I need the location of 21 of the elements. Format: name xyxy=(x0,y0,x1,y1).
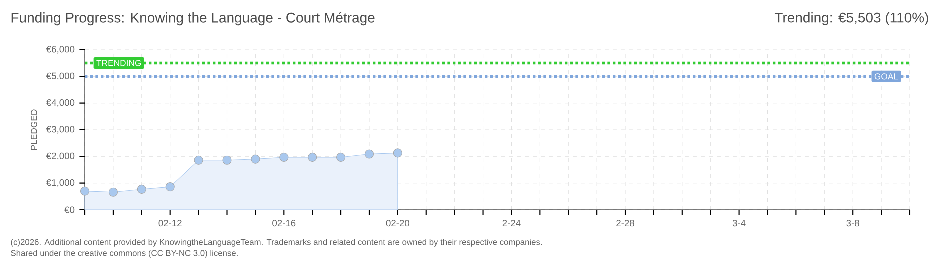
y-axis-title: PLEDGED xyxy=(31,110,38,150)
ref-line-label: TRENDING xyxy=(96,60,142,66)
y-tick-label: €2,000 xyxy=(46,152,75,161)
chart-subtitle: Trending: €5,503 (110%) xyxy=(774,12,928,26)
chart-title: Funding Progress: Knowing the Language - Court Métrage xyxy=(12,12,375,26)
y-tick-label: €0 xyxy=(64,206,75,214)
y-tick-label: €4,000 xyxy=(46,99,75,108)
y-tick-label: €1,000 xyxy=(46,179,75,188)
text: (c)2026. Additional content provided by KnowingtheLanguageTeam. Trademarks and related content are owned by their respective companies. xyxy=(11,239,542,247)
y-tick-label: €5,000 xyxy=(46,72,75,81)
y-tick-label: €6,000 xyxy=(46,46,75,54)
x-tick-label: 02-16 xyxy=(272,220,296,227)
x-tick-label: 3-4 xyxy=(732,220,746,227)
x-tick-label: 3-8 xyxy=(846,220,860,227)
y-tick-label: €3,000 xyxy=(46,126,75,134)
x-tick-label: 2-28 xyxy=(616,220,634,227)
x-tick-label: 2-24 xyxy=(502,220,521,227)
text: Shared under the creative commons (CC BY-NC 3.0) license. xyxy=(11,250,238,258)
x-tick-label: 02-12 xyxy=(158,220,182,227)
x-tick-label: 02-20 xyxy=(386,220,410,227)
ref-line-label: GOAL xyxy=(874,74,898,80)
